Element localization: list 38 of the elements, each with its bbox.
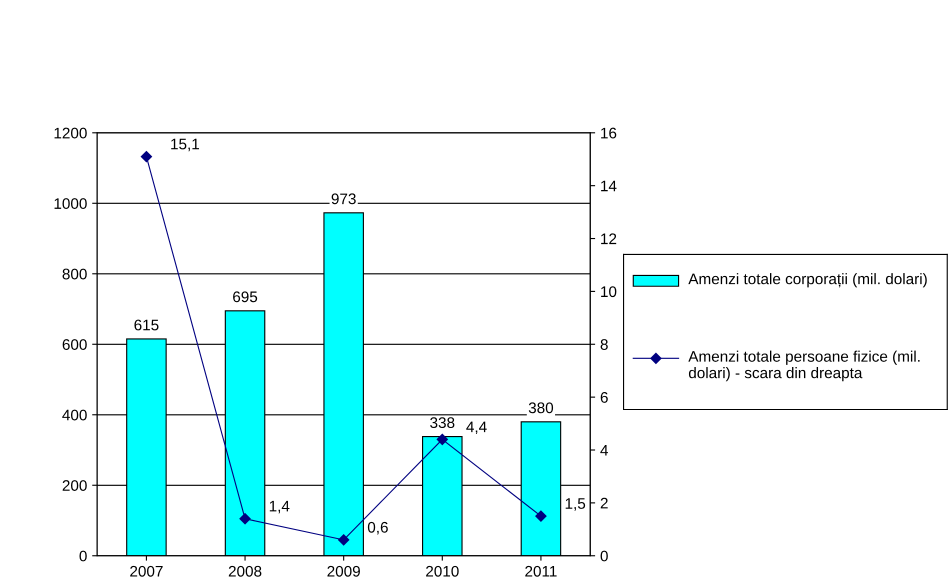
point xyxy=(338,534,350,546)
data-label: 615 xyxy=(134,320,159,330)
y-tick-label: 600 xyxy=(62,339,87,350)
data-label: 0,6 xyxy=(368,522,388,535)
legend-label: Amenzi totale persoane fizice (mil. dolari) - scara din dreapta xyxy=(688,350,920,382)
y2-tick-label: 0 xyxy=(600,550,608,562)
y2-tick-label: 10 xyxy=(601,286,616,298)
y-tick-label: 400 xyxy=(62,410,87,420)
data-label: 973 xyxy=(332,193,356,204)
point xyxy=(535,510,547,522)
point xyxy=(436,434,448,446)
y-tick-label: 0 xyxy=(79,550,87,562)
data-label: 1,5 xyxy=(566,498,586,511)
y2-tick-label: 16 xyxy=(601,128,616,138)
x-tick-label: 2009 xyxy=(327,566,360,577)
y2-tick-label: 4 xyxy=(600,445,608,456)
x-tick-label: 2010 xyxy=(426,566,459,577)
y-tick-label: 800 xyxy=(62,268,87,280)
data-label: 15,1 xyxy=(171,138,200,152)
data-label: 1,4 xyxy=(270,500,290,514)
y2-tick-label: 12 xyxy=(601,233,616,244)
data-label: 338 xyxy=(430,417,454,428)
y-tick-label: 200 xyxy=(62,480,87,491)
y2-tick-label: 14 xyxy=(601,180,617,192)
data-label: 4,4 xyxy=(466,422,487,434)
x-tick-label: 2008 xyxy=(228,566,262,577)
x-tick-label: 2011 xyxy=(525,566,557,577)
legend-label: Amenzi totale corporații (mil. dolari) xyxy=(688,273,927,288)
y2-tick-label: 6 xyxy=(600,392,608,403)
y2-tick-label: 8 xyxy=(600,339,608,350)
data-label: 380 xyxy=(528,402,554,414)
y-tick-label: 1200 xyxy=(54,128,87,138)
point xyxy=(140,150,152,162)
x-tick-label: 2007 xyxy=(130,566,163,577)
y-tick-label: 1000 xyxy=(54,198,87,209)
y2-tick-label: 2 xyxy=(600,498,608,508)
point xyxy=(239,513,251,524)
data-label: 695 xyxy=(233,291,258,302)
